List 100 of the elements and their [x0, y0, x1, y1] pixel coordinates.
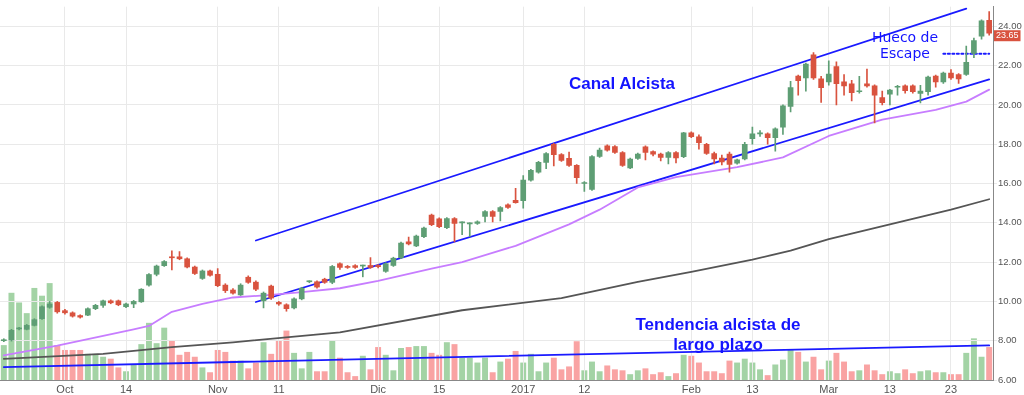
x-tick-label: 13: [883, 382, 897, 395]
bar: [413, 346, 420, 380]
y-tick-label: 22.00: [998, 59, 1022, 71]
bar: [802, 361, 809, 380]
bar: [291, 352, 298, 380]
x-tick-label: 12: [578, 382, 591, 395]
bar: [818, 369, 825, 380]
bar: [940, 372, 947, 380]
bar: [970, 338, 977, 380]
bar: [841, 361, 848, 380]
bar: [504, 358, 511, 380]
bar: [848, 371, 855, 380]
bar: [757, 369, 764, 380]
x-tick-label: 15: [433, 382, 446, 395]
y-tick-label: 18.00: [998, 137, 1022, 149]
bar: [573, 341, 580, 380]
bar: [619, 370, 626, 380]
bar: [734, 362, 741, 380]
bar: [665, 376, 672, 380]
bar: [955, 374, 962, 380]
bar: [963, 352, 970, 380]
bar: [650, 374, 657, 380]
bar: [795, 351, 802, 380]
bar: [642, 368, 649, 380]
y-tick-label: 24.00: [998, 19, 1022, 31]
y-tick-label: 20.00: [998, 98, 1022, 110]
bar: [245, 368, 252, 380]
bar: [252, 362, 259, 380]
bar: [787, 348, 794, 380]
bar: [16, 302, 23, 380]
y-tick-label: 16.00: [998, 177, 1022, 189]
y-tick-label: 8.00: [998, 334, 1017, 346]
bar: [482, 357, 489, 380]
x-tick-label: 11: [273, 382, 285, 395]
bar: [543, 362, 550, 380]
bar: [260, 342, 267, 380]
bar: [863, 364, 870, 380]
bar: [314, 371, 320, 380]
bar: [420, 346, 427, 380]
bar: [459, 357, 466, 380]
bar: [100, 356, 107, 380]
bar: [46, 283, 53, 380]
text: 23.65: [996, 30, 1019, 41]
annotation: Canal Alcista: [567, 74, 677, 94]
x-tick-label: 13: [746, 382, 759, 395]
x-tick-label: Oct: [56, 382, 74, 395]
bar: [207, 372, 214, 380]
x-tick-label: 23: [944, 382, 958, 395]
x-tick-label: 14: [119, 382, 133, 395]
x-tick-label: Mar: [819, 382, 839, 395]
bar: [673, 373, 679, 380]
bar: [986, 347, 993, 380]
bar: [611, 369, 618, 380]
bar: [902, 369, 909, 380]
bar: [329, 340, 336, 380]
x-tick-label: Nov: [207, 382, 228, 395]
bar: [199, 367, 206, 380]
bar: [925, 370, 932, 380]
annotation: Tendencia alcista de largo plazo: [634, 315, 802, 355]
bar: [909, 373, 916, 380]
candlestick: [757, 130, 763, 137]
bar: [695, 362, 702, 380]
bar: [398, 348, 404, 380]
candlestick: [864, 68, 870, 88]
bar: [268, 353, 275, 380]
bar: [527, 353, 534, 380]
y-tick-label: 12.00: [998, 255, 1022, 267]
bar: [604, 365, 611, 380]
bar: [566, 366, 573, 380]
bar: [680, 354, 687, 380]
bar: [833, 352, 840, 380]
bar: [634, 370, 641, 380]
bar: [497, 361, 504, 380]
bar: [764, 375, 771, 380]
annotation: Hueco de Escape: [870, 29, 940, 61]
bar: [405, 347, 412, 380]
bar: [627, 374, 634, 380]
bar: [367, 369, 374, 380]
bar: [596, 371, 603, 380]
y-tick-label: 6.00: [998, 373, 1017, 385]
candlestick: [841, 74, 847, 96]
bar: [191, 356, 198, 380]
bar: [917, 371, 924, 380]
candlestick: [169, 250, 175, 271]
bar: [184, 351, 191, 380]
bar: [321, 371, 328, 380]
bar: [336, 357, 343, 380]
bar: [359, 355, 366, 380]
bar: [589, 361, 595, 380]
bar: [512, 350, 519, 380]
y-tick-label: 14.00: [998, 216, 1022, 228]
candlestick: [459, 221, 465, 235]
candlestick: [466, 222, 473, 237]
bar: [772, 364, 779, 380]
bar: [489, 372, 496, 380]
bar: [978, 356, 985, 380]
bar: [856, 370, 863, 380]
x-tick-label: Dic: [370, 382, 387, 395]
bar: [932, 372, 939, 380]
bar: [779, 359, 786, 380]
